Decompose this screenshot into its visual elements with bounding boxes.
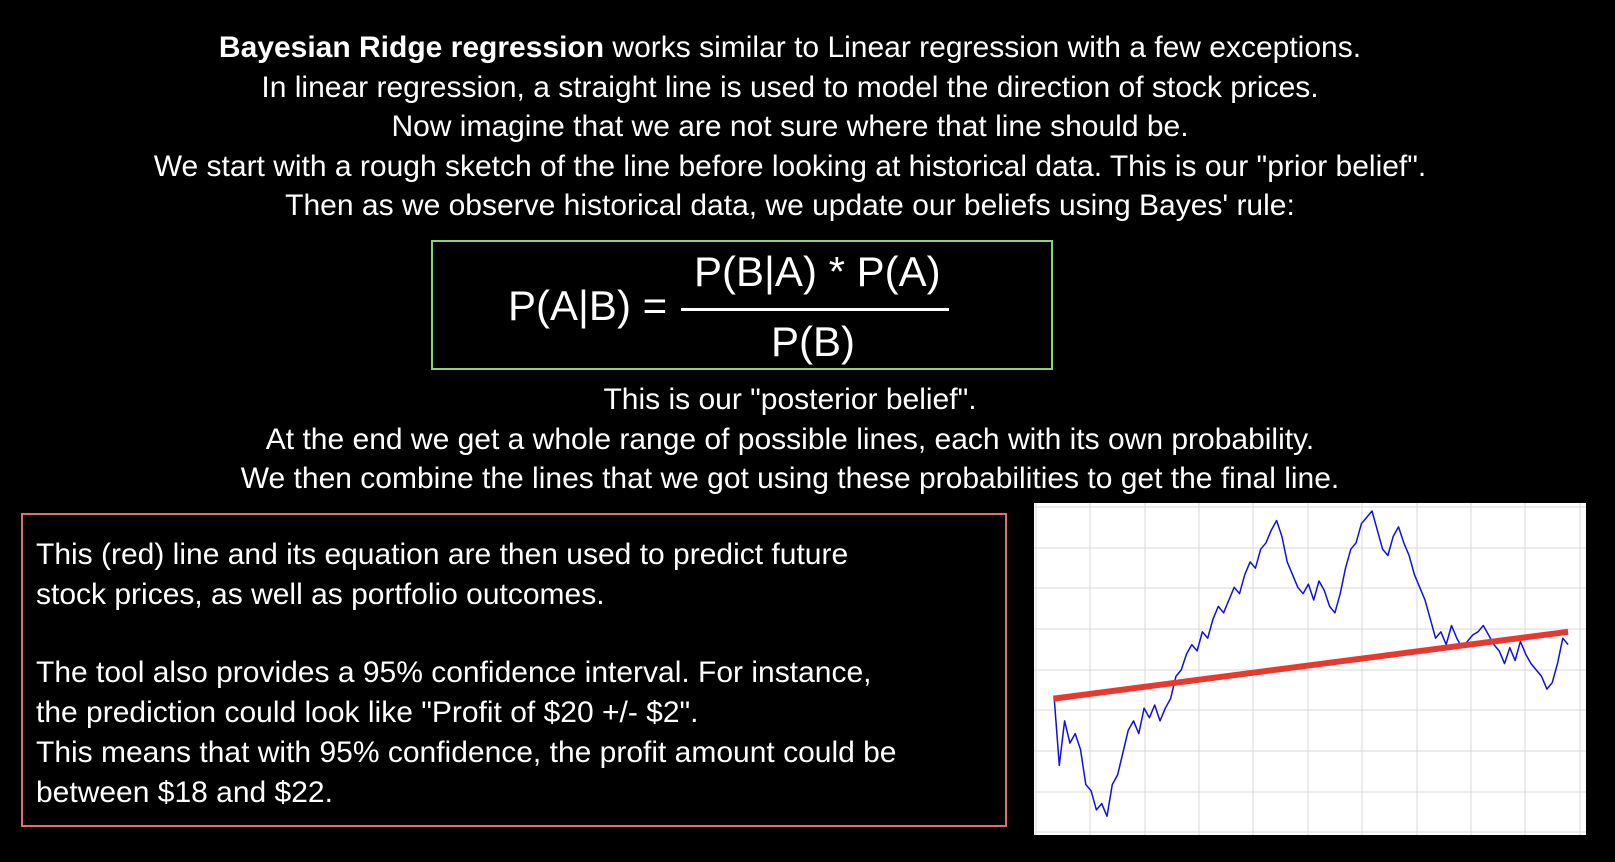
- intro-line-5: Then as we observe historical data, we u…: [285, 189, 1295, 222]
- outro-text: This is our "posterior belief". At the e…: [0, 380, 1580, 499]
- chart-series: [1053, 510, 1569, 818]
- explanation-line-5: This means that with 95% confidence, the…: [36, 736, 897, 769]
- outro-line-1: This is our "posterior belief".: [603, 383, 977, 416]
- price-series-line: [1053, 510, 1569, 818]
- formula-numerator: P(B|A) * P(A): [694, 248, 941, 295]
- price-chart: [1034, 503, 1586, 835]
- intro-line-1: Bayesian Ridge regression works similar …: [0, 28, 1580, 68]
- outro-line-2: At the end we get a whole range of possi…: [265, 422, 1315, 456]
- intro-bold-term: Bayesian Ridge regression: [218, 31, 605, 64]
- explanation-box: This (red) line and its equation are the…: [21, 513, 1007, 827]
- paragraph-spacer: [36, 615, 1005, 653]
- regression-line: [1053, 628, 1569, 702]
- formula-lhs: P(A|B) =: [508, 282, 668, 329]
- intro-line-4: We start with a rough sketch of the line…: [153, 149, 1427, 183]
- explanation-line-1: This (red) line and its equation are the…: [36, 538, 849, 571]
- bayes-formula-box: P(A|B) = P(B|A) * P(A) P(B): [431, 240, 1053, 370]
- formula-fraction-bar: [681, 308, 949, 311]
- intro-line-3: Now imagine that we are not sure where t…: [391, 110, 1189, 143]
- chart-grid: [1034, 503, 1586, 835]
- intro-line-2: In linear regression, a straight line is…: [261, 70, 1319, 104]
- explanation-line-6: between $18 and $22.: [36, 776, 333, 809]
- intro-text: Bayesian Ridge regression works similar …: [0, 28, 1580, 226]
- price-chart-svg: [1034, 503, 1586, 835]
- outro-line-3: We then combine the lines that we got us…: [240, 462, 1340, 495]
- intro-line-1-rest: works similar to Linear regression with …: [604, 31, 1362, 64]
- explanation-line-3: The tool also provides a 95% confidence …: [36, 656, 872, 689]
- explanation-line-2: stock prices, as well as portfolio outco…: [36, 578, 605, 611]
- formula-denominator: P(B): [771, 318, 855, 365]
- explanation-line-4: the prediction could look like "Profit o…: [36, 696, 699, 729]
